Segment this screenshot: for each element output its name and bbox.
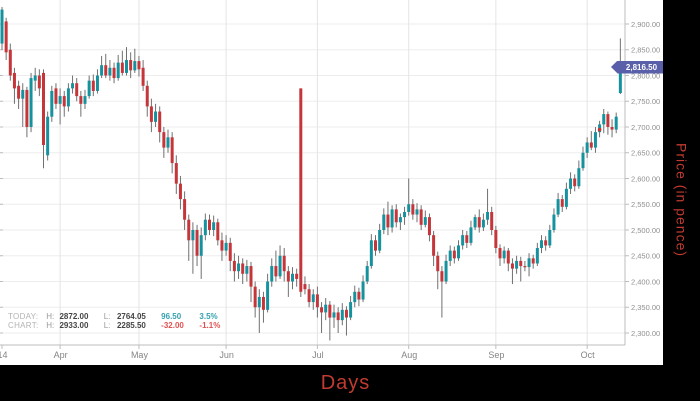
svg-text:Sep: Sep xyxy=(488,350,504,360)
today-change-pct: 3.5% xyxy=(199,312,218,321)
chart-low-value: 2285.50 xyxy=(116,321,146,330)
svg-text:2,850.00: 2,850.00 xyxy=(631,46,660,55)
today-low-key: L: xyxy=(103,312,111,321)
y-axis-title: Price (in pence) xyxy=(673,143,690,258)
svg-text:2,750.00: 2,750.00 xyxy=(631,97,660,106)
x-axis-title: Days xyxy=(320,371,371,394)
chart-stats-row: CHART: H: 2933.00 L: 2285.50 -32.00 -1.1… xyxy=(8,321,235,330)
svg-text:2,350.00: 2,350.00 xyxy=(631,303,660,312)
svg-text:2,700.00: 2,700.00 xyxy=(631,123,660,132)
svg-text:2,800.00: 2,800.00 xyxy=(631,71,660,80)
svg-text:2,400.00: 2,400.00 xyxy=(631,277,660,286)
svg-text:Jul: Jul xyxy=(312,350,324,360)
svg-text:14: 14 xyxy=(0,350,8,360)
today-high-key: H: xyxy=(46,312,55,321)
svg-text:Apr: Apr xyxy=(54,350,68,360)
svg-text:Aug: Aug xyxy=(401,350,417,360)
chart-low-key: L: xyxy=(103,321,111,330)
last-price-value: 2,816.50 xyxy=(625,62,658,72)
today-label: TODAY: xyxy=(8,312,39,321)
right-axis-band: Price (in pence) xyxy=(663,0,700,401)
svg-text:2,550.00: 2,550.00 xyxy=(631,200,660,209)
bottom-axis-band: Days xyxy=(0,365,663,401)
svg-text:2,300.00: 2,300.00 xyxy=(631,329,660,338)
chart-high-value: 2933.00 xyxy=(59,321,89,330)
chart-change: -32.00 xyxy=(161,321,184,330)
svg-text:May: May xyxy=(131,350,149,360)
chart-stats-legend: TODAY: H: 2872.00 L: 2764.05 96.50 3.5% … xyxy=(8,312,235,330)
svg-text:2,500.00: 2,500.00 xyxy=(631,226,660,235)
today-change: 96.50 xyxy=(161,312,182,321)
svg-text:2,450.00: 2,450.00 xyxy=(631,252,660,261)
chart-label: CHART: xyxy=(8,321,39,330)
svg-text:2,900.00: 2,900.00 xyxy=(631,20,660,29)
chart-high-key: H: xyxy=(46,321,55,330)
price-chart-plot[interactable]: 2,900.00 2,850.00 2,800.00 2,750.00 2,700.00… xyxy=(0,0,663,365)
chart-change-pct: -1.1% xyxy=(199,321,221,330)
today-stats-row: TODAY: H: 2872.00 L: 2764.05 96.50 3.5% xyxy=(8,312,235,321)
today-high-value: 2872.00 xyxy=(59,312,89,321)
svg-text:Jun: Jun xyxy=(219,350,234,360)
svg-text:Oct: Oct xyxy=(581,350,596,360)
svg-text:2,600.00: 2,600.00 xyxy=(631,174,660,183)
today-low-value: 2764.05 xyxy=(116,312,146,321)
last-price-badge: 2,816.50 xyxy=(611,60,666,74)
svg-text:2,650.00: 2,650.00 xyxy=(631,149,660,158)
chart-area: 2,900.00 2,850.00 2,800.00 2,750.00 2,700.00… xyxy=(0,0,666,365)
